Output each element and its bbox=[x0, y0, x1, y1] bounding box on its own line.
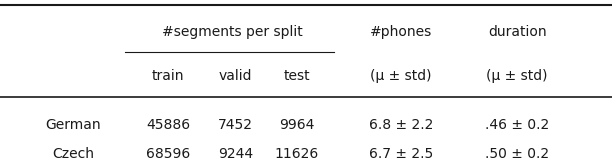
Text: (μ ± std): (μ ± std) bbox=[370, 69, 431, 83]
Text: 6.7 ± 2.5: 6.7 ± 2.5 bbox=[369, 147, 433, 161]
Text: .46 ± 0.2: .46 ± 0.2 bbox=[485, 118, 549, 132]
Text: 6.8 ± 2.2: 6.8 ± 2.2 bbox=[368, 118, 433, 132]
Text: (μ ± std): (μ ± std) bbox=[487, 69, 548, 83]
Text: test: test bbox=[283, 69, 310, 83]
Text: 7452: 7452 bbox=[218, 118, 253, 132]
Text: #segments per split: #segments per split bbox=[162, 25, 303, 39]
Text: 11626: 11626 bbox=[275, 147, 319, 161]
Text: #phones: #phones bbox=[370, 25, 432, 39]
Text: .50 ± 0.2: .50 ± 0.2 bbox=[485, 147, 549, 161]
Text: 9244: 9244 bbox=[218, 147, 253, 161]
Text: 68596: 68596 bbox=[146, 147, 190, 161]
Text: 45886: 45886 bbox=[146, 118, 190, 132]
Text: train: train bbox=[152, 69, 185, 83]
Text: valid: valid bbox=[219, 69, 252, 83]
Text: duration: duration bbox=[488, 25, 547, 39]
Text: 9964: 9964 bbox=[279, 118, 315, 132]
Text: Czech: Czech bbox=[53, 147, 94, 161]
Text: German: German bbox=[46, 118, 101, 132]
